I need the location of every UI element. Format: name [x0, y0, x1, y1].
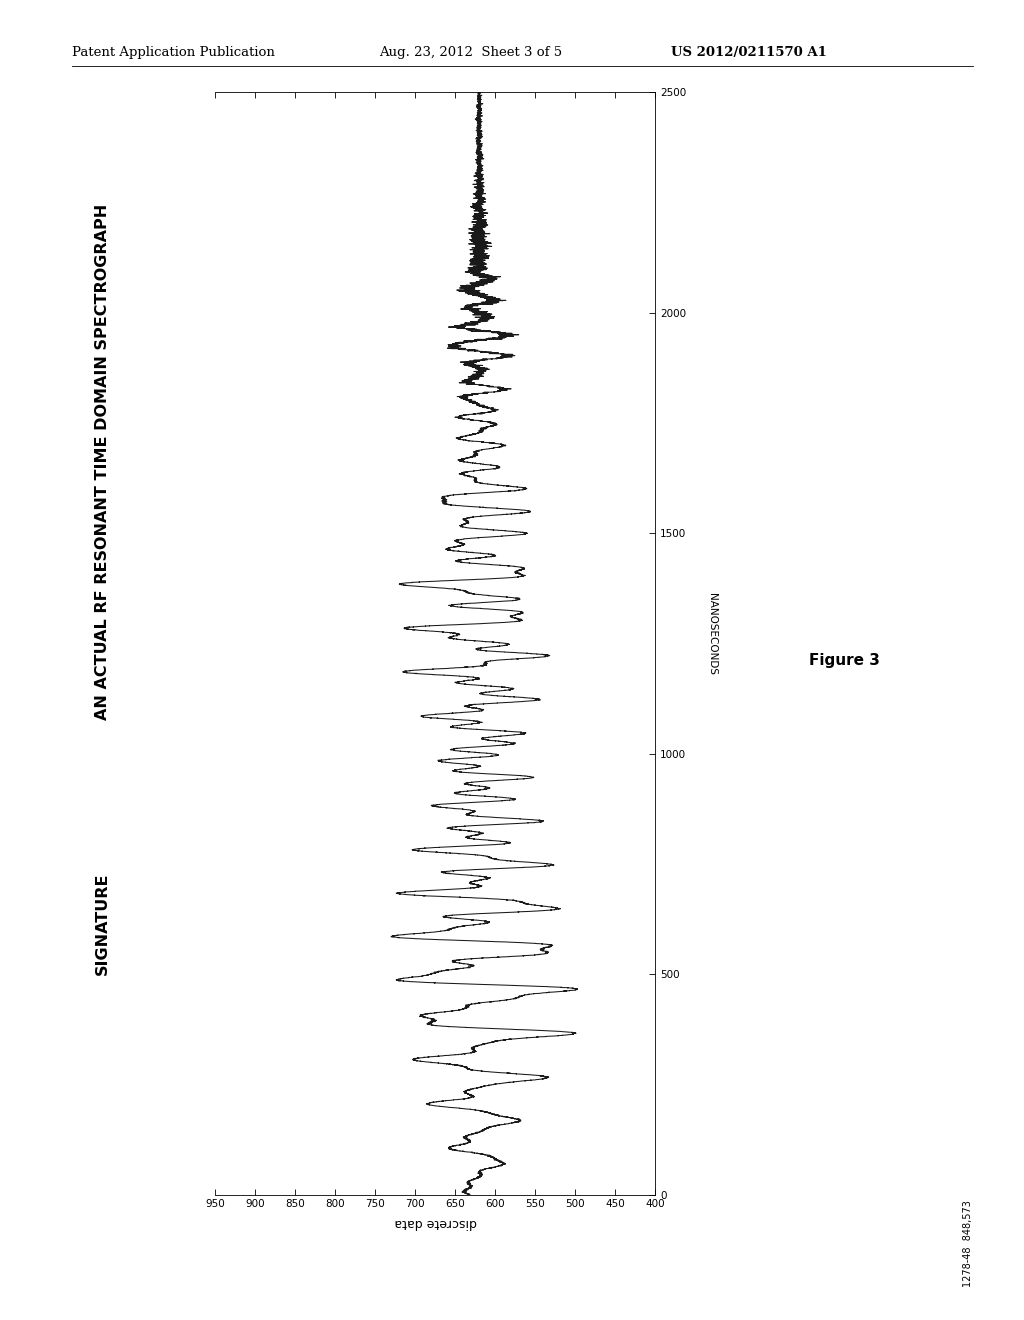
Text: Patent Application Publication: Patent Application Publication — [72, 46, 274, 59]
Text: NANOSECONDS: NANOSECONDS — [707, 593, 717, 675]
Text: SIGNATURE: SIGNATURE — [95, 873, 110, 975]
Text: 1278-48  848,573: 1278-48 848,573 — [963, 1200, 973, 1287]
X-axis label: discrete data: discrete data — [394, 1217, 476, 1229]
Text: AN ACTUAL RF RESONANT TIME DOMAIN SPECTROGRAPH: AN ACTUAL RF RESONANT TIME DOMAIN SPECTR… — [95, 203, 110, 721]
Text: Aug. 23, 2012  Sheet 3 of 5: Aug. 23, 2012 Sheet 3 of 5 — [379, 46, 562, 59]
Text: US 2012/0211570 A1: US 2012/0211570 A1 — [671, 46, 826, 59]
Text: Figure 3: Figure 3 — [809, 652, 881, 668]
